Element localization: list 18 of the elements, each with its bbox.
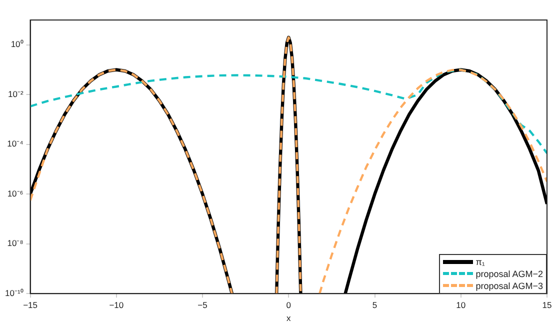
legend-label: proposal AGM−3 [476, 280, 543, 291]
y-tick-label: 10⁻¹⁰ [4, 288, 24, 298]
x-tick-label: 0 [286, 300, 292, 310]
x-tick-label: 5 [372, 300, 378, 310]
y-tick-label: 10⁻⁴ [7, 138, 24, 149]
y-tick-label: 10⁰ [10, 39, 24, 50]
x-tick-label: −10 [109, 300, 124, 310]
y-tick-label: 10⁻⁸ [7, 238, 24, 248]
x-tick-label: 15 [542, 300, 552, 310]
y-tick-label: 10⁻⁶ [7, 188, 24, 198]
legend-label: π₁ [476, 256, 485, 267]
line-series [30, 68, 547, 154]
legend-label: proposal AGM−2 [476, 268, 543, 279]
x-axis-title: x [286, 313, 292, 324]
x-tick-label: −5 [198, 300, 208, 310]
x-tick-label: −15 [23, 300, 38, 310]
y-tick-label: 10⁻² [8, 88, 24, 99]
x-tick-label: 10 [456, 300, 466, 310]
